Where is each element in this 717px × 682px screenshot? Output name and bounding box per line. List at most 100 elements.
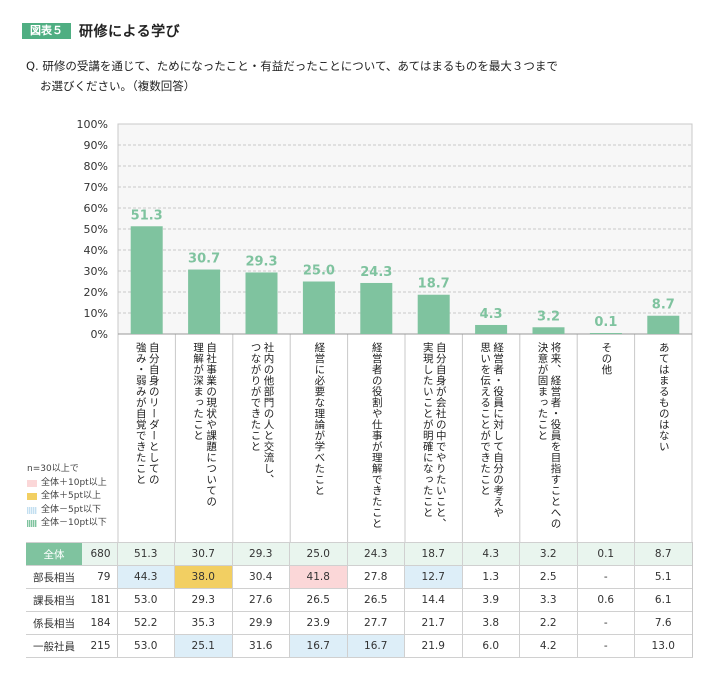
legend-label: 全体＋10pt以上 (41, 477, 107, 488)
question-line-2: お選びください。（複数回答） (40, 79, 196, 93)
table-cell: 31.6 (232, 634, 290, 658)
y-tick-label: 40% (84, 244, 108, 257)
y-tick-label: 20% (84, 286, 108, 299)
legend-item-yellow: 全体＋5pt以上 (27, 490, 107, 504)
legend-swatch-blue (27, 506, 37, 514)
table-row: 係長相当 184 52.2 35.3 29.9 23.9 27.7 21.7 3.8 2.2-7.… (26, 611, 693, 635)
table-cell: 4.2 (519, 634, 578, 658)
table-cell: 0.1 (577, 542, 635, 566)
table-row: 部長相当 79 44.3 38.0 30.4 41.8 27.8 12.7 1.3 2.5-5.1 (26, 565, 693, 589)
bar-value-label: 0.1 (594, 315, 617, 330)
legend-item-blue: 全体－5pt以下 (27, 504, 107, 518)
row-n: 79 (82, 565, 118, 589)
table-cell: 0.6 (577, 588, 635, 612)
table-cell: 18.7 (404, 542, 463, 566)
table-row: 一般社員 215 53.0 25.1 31.6 16.7 16.7 21.9 6.0 4.2-13… (26, 634, 693, 658)
category-label: あてはまるものはない (657, 342, 670, 452)
legend-label: 全体－10pt以下 (41, 518, 107, 528)
bar-value-label: 24.3 (360, 265, 392, 280)
bar-value-label: 25.0 (303, 264, 335, 279)
bar-value-label: 4.3 (480, 307, 503, 322)
bar-value-label: 51.3 (131, 208, 163, 223)
category-label: 経営者・役員に対して自分の考えや 思いを伝えることができたこと (479, 342, 505, 518)
y-tick-label: 90% (84, 139, 108, 152)
category-label: 経営に必要な理論が学べたこと (313, 342, 326, 496)
table-cell: 51.3 (117, 542, 175, 566)
table-cell: 35.3 (174, 611, 233, 635)
table-cell: 29.3 (174, 588, 233, 612)
row-label: 一般社員 (26, 634, 82, 658)
table-cell: 8.7 (634, 542, 693, 566)
category-label: 自社事業の現状や課題についての 理解が深まったこと (192, 342, 218, 507)
bar (532, 327, 565, 334)
table-cell: 12.7 (404, 565, 463, 589)
table-cell: 30.7 (174, 542, 233, 566)
table-cell: 3.3 (519, 588, 578, 612)
table-cell: 3.8 (462, 611, 520, 635)
row-n: 184 (82, 611, 118, 635)
table-cell: 26.5 (347, 588, 405, 612)
legend-swatch-pink (27, 479, 37, 487)
table-cell: 3.9 (462, 588, 520, 612)
table-cell: 4.3 (462, 542, 520, 566)
table-cell: 27.8 (347, 565, 405, 589)
category-label: 社内の他部門の人と交流し、 つながりができたこと (249, 342, 275, 485)
bar (245, 272, 278, 334)
table-cell: - (577, 565, 635, 589)
legend-note: n=30以上で (27, 464, 79, 474)
legend: n=30以上で 全体＋10pt以上 全体＋5pt以上 全体－5pt以下 全体－1… (27, 463, 107, 531)
table-cell: 6.1 (634, 588, 693, 612)
row-n: 181 (82, 588, 118, 612)
table-cell: - (577, 634, 635, 658)
bar-value-label: 3.2 (537, 309, 560, 324)
y-tick-label: 70% (84, 181, 108, 194)
table-row: 課長相当 181 53.0 29.3 27.6 26.5 26.5 14.4 3.9 3.3 0.6… (26, 588, 693, 612)
table-cell: 23.9 (289, 611, 348, 635)
table-cell: 24.3 (347, 542, 405, 566)
y-tick-label: 80% (84, 160, 108, 173)
table-cell: 25.1 (174, 634, 233, 658)
table-cell: 27.6 (232, 588, 290, 612)
y-tick-label: 0% (91, 328, 108, 341)
table-cell: 3.2 (519, 542, 578, 566)
legend-swatch-yellow (27, 493, 37, 501)
category-label: 経営者の役割や仕事が理解できたこと (370, 342, 383, 529)
row-label: 全体 (26, 542, 82, 566)
table-cell: 14.4 (404, 588, 463, 612)
row-label: 部長相当 (26, 565, 82, 589)
y-tick-label: 60% (84, 202, 108, 215)
table-cell: 27.7 (347, 611, 405, 635)
bar-value-label: 29.3 (245, 254, 277, 269)
legend-label: 全体－5pt以下 (41, 504, 101, 515)
bar (188, 269, 221, 334)
y-tick-label: 100% (77, 118, 108, 131)
data-table: 全体 680 51.3 30.7 29.3 25.0 24.3 18.7 4.3 3.2 0.1 8.… (26, 542, 693, 658)
legend-item-pink: 全体＋10pt以上 (27, 477, 107, 491)
table-cell: 29.3 (232, 542, 290, 566)
table-cell: 5.1 (634, 565, 693, 589)
category-label: 自分自身のリーダーとしての 強み・弱みが自覚できたこと (134, 342, 160, 485)
table-cell: 29.9 (232, 611, 290, 635)
question-text: Q. 研修の受講を通じて、ためになったこと・有益だったことについて、あてはまるも… (26, 56, 706, 96)
y-tick-label: 50% (84, 223, 108, 236)
table-cell: 52.2 (117, 611, 175, 635)
table-cell: 26.5 (289, 588, 348, 612)
figure-title: 研修による学び (79, 24, 181, 40)
table-cell: 25.0 (289, 542, 348, 566)
row-n: 680 (82, 542, 118, 566)
legend-swatch-green (27, 520, 37, 528)
table-cell: 13.0 (634, 634, 693, 658)
bar (360, 282, 393, 334)
bar (130, 226, 163, 334)
legend-item-green: 全体－10pt以下 (27, 517, 107, 531)
table-cell: 53.0 (117, 588, 175, 612)
table-cell: 21.7 (404, 611, 463, 635)
figure-number-badge: 図表５ (22, 23, 71, 39)
table-cell: 16.7 (347, 634, 405, 658)
bar (475, 324, 508, 334)
bar-value-label: 30.7 (188, 252, 220, 267)
table-cell: 1.3 (462, 565, 520, 589)
y-tick-label: 30% (84, 265, 108, 278)
table-row: 全体 680 51.3 30.7 29.3 25.0 24.3 18.7 4.3 3.2 0.1 8.… (26, 542, 693, 566)
row-label: 係長相当 (26, 611, 82, 635)
